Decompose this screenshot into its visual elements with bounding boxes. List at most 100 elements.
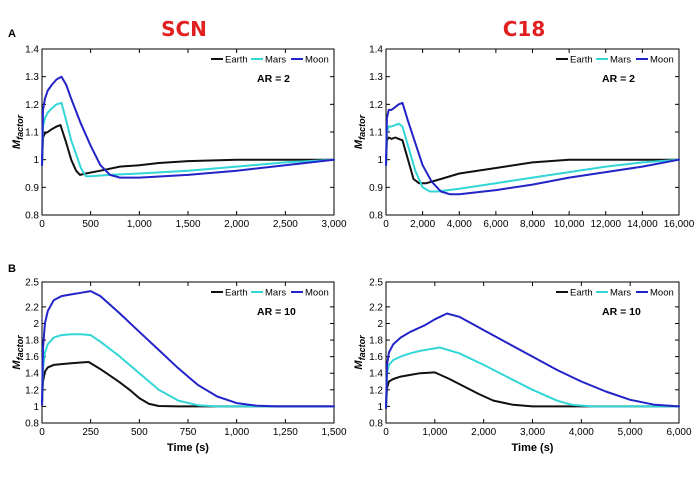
series-line-moon [41,75,335,179]
y-axis-label-sub: factor [15,114,25,140]
y-tick-label: 1.2 [25,385,39,396]
y-axis-label-sub: factor [357,114,367,140]
series-line-earth [385,136,680,185]
y-tick-label: 1.4 [369,369,383,380]
x-tick-label: 1,250 [273,427,298,438]
x-tick-label: 0 [39,219,45,230]
x-tick-label: 3,000 [520,427,545,438]
series-line-mars [41,101,335,178]
legend-label-mars: Mars [610,288,631,299]
y-tick-label: 1 [377,402,383,413]
x-tick-label: 2,000 [471,427,496,438]
y-tick-label: 1.3 [369,72,383,83]
y-axis-label: Mfactor [353,114,367,149]
x-tick-label: 500 [82,219,99,230]
legend-label-moon: Moon [650,288,674,299]
x-tick-label: 14,000 [627,219,658,230]
legend-label-earth: Earth [225,55,248,66]
y-axis-label-sub: factor [15,335,25,361]
x-tick-label: 0 [39,427,45,438]
y-axis-label: Mfactor [353,335,367,370]
y-tick-label: 1.2 [25,100,39,111]
legend-label-earth: Earth [570,288,593,299]
plot-frame [41,281,335,424]
x-tick-label: 1,500 [321,427,346,438]
y-tick-label: 1.4 [369,45,383,56]
y-tick-label: 1.2 [369,385,383,396]
legend: Earth Mars Moon [556,55,674,66]
series-line-moon [385,101,680,196]
chart-panel: 0 500 1,000 1,500 2,000 2,500 3,000 0.8 0.9 1 1.1 1… [11,45,347,231]
x-tick-label: 16,000 [664,219,695,230]
x-tick-label: 8,000 [520,219,545,230]
y-axis-label-main: M [353,360,365,370]
x-tick-label: 1,500 [175,219,200,230]
col-title-scn: SCN [161,17,207,41]
y-tick-label: 2 [377,319,383,330]
legend-label-mars: Mars [610,55,631,66]
annotation-ar: AR = 10 [257,306,296,318]
chart-panel: 0 2,000 4,000 6,000 8,000 10,000 12,000 14,000 1… [353,45,695,231]
x-tick-label: 12,000 [590,219,621,230]
y-axis-label: Mfactor [11,335,25,370]
y-axis-label-main: M [11,360,23,370]
y-axis-label-main: M [353,139,365,149]
x-tick-label: 2,000 [224,219,249,230]
legend-label-earth: Earth [570,55,593,66]
x-tick-label: 5,000 [618,427,643,438]
chart-panel: 0 1,000 2,000 3,000 4,000 5,000 6,000 0.8 1 1.2 1.… [353,278,692,455]
y-tick-label: 1.4 [25,45,39,56]
legend-label-moon: Moon [305,288,329,299]
x-tick-label: 1,000 [224,427,249,438]
x-tick-label: 6,000 [666,427,691,438]
x-tick-label: 750 [180,427,197,438]
x-tick-label: 1,000 [422,427,447,438]
series-line-moon [41,290,335,408]
plot-frame [385,48,680,216]
y-tick-label: 2.5 [25,278,39,289]
y-tick-label: 1.4 [25,369,39,380]
y-tick-label: 0.9 [369,183,383,194]
series-line-mars [385,122,680,193]
x-tick-label: 500 [131,427,148,438]
x-tick-label: 2,500 [273,219,298,230]
y-tick-label: 2.2 [25,302,39,313]
x-tick-label: 0 [383,427,389,438]
x-tick-label: 1,000 [127,219,152,230]
row-label-a: A [8,28,16,40]
y-tick-label: 2.5 [369,278,383,289]
series-line-earth [385,371,680,410]
legend-label-moon: Moon [305,55,329,66]
plot-frame [41,48,335,216]
legend: Earth Mars Moon [556,288,674,299]
y-tick-label: 1.2 [369,100,383,111]
x-tick-label: 4,000 [569,427,594,438]
legend-label-moon: Moon [650,55,674,66]
x-tick-label: 3,000 [321,219,346,230]
legend-label-earth: Earth [225,288,248,299]
series-line-earth [41,124,335,176]
annotation-ar: AR = 2 [602,73,635,85]
y-tick-label: 1.3 [25,72,39,83]
y-tick-label: 1.8 [369,336,383,347]
y-axis-label: Mfactor [11,114,25,149]
annotation-ar: AR = 10 [602,306,641,318]
y-tick-label: 1.1 [25,128,39,139]
x-axis-label: Time (s) [167,442,209,454]
x-tick-label: 0 [383,219,389,230]
y-axis-label-main: M [11,139,23,149]
annotation-ar: AR = 2 [257,73,290,85]
y-tick-label: 0.8 [25,419,39,430]
col-title-c18: C18 [503,17,546,41]
y-tick-label: 0.9 [25,183,39,194]
y-tick-label: 2 [33,319,39,330]
chart-panel: 0 250 500 750 1,000 1,250 1,500 0.8 1 1.2 1.4 1.6 1.… [11,278,347,455]
plot-frame [385,281,680,424]
y-tick-label: 1.6 [369,352,383,363]
series-line-mars [41,333,335,408]
legend: Earth Mars Moon [211,288,329,299]
y-tick-label: 1.6 [25,352,39,363]
y-tick-label: 1.8 [25,336,39,347]
series-line-moon [385,312,680,410]
y-tick-label: 0.8 [369,211,383,222]
